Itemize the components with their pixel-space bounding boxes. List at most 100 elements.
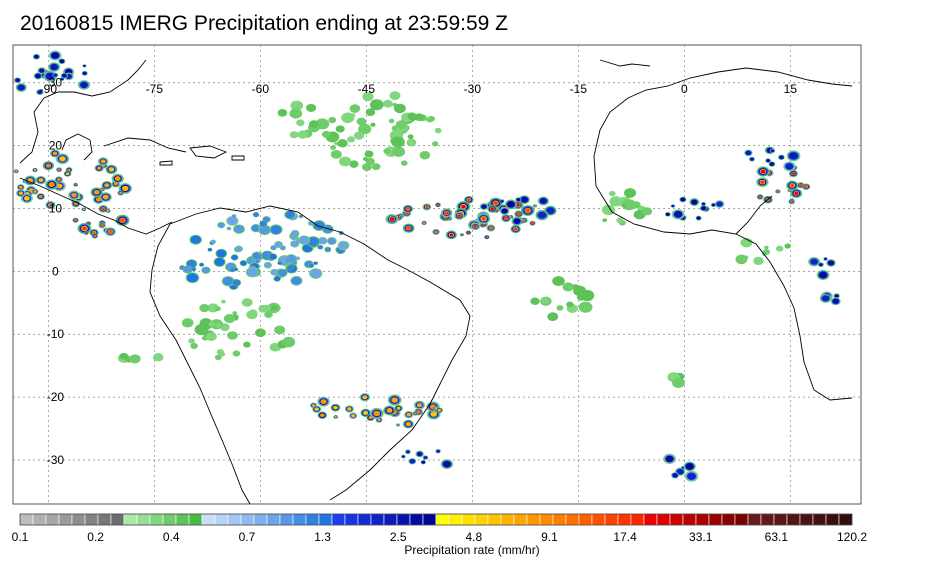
rain-cell [194, 324, 209, 336]
rain-cell [409, 459, 415, 464]
rain-cell [827, 260, 835, 266]
rain-cell [834, 294, 839, 298]
coast-gulf-of-guinea [735, 195, 773, 235]
rain-cell [190, 342, 198, 349]
coast-hispaniola [189, 145, 228, 159]
colorbar-bin [578, 513, 593, 526]
colorbar-bin [799, 513, 814, 526]
rain-cell [832, 298, 840, 304]
colorbar-tick-7: 9.1 [541, 530, 558, 544]
rain-cell [290, 100, 304, 111]
rain-cell [227, 331, 238, 340]
axis-labels: -90 -75 -60 -45 -30 -15 0 15 30 20 10 0 -10 -20 -30 [40, 76, 798, 467]
rain-cell [373, 410, 381, 417]
colorbar-bin [175, 513, 190, 526]
rain-cell [108, 230, 113, 234]
rain-cell [401, 455, 405, 458]
rain-cell [207, 248, 212, 252]
colorbar-bin [539, 513, 554, 526]
rain-cell [601, 204, 616, 216]
rain-cell [716, 201, 723, 207]
rain-cell [205, 332, 217, 341]
rain-cell [370, 122, 376, 127]
rain-cell [506, 201, 515, 208]
rain-cell [264, 262, 272, 268]
rain-cell [280, 245, 286, 250]
colorbar-tick-11: 120.2 [837, 530, 867, 544]
rain-cell [353, 131, 365, 140]
rain-cell [210, 239, 216, 244]
lon-label-0: -90 [40, 82, 58, 96]
rain-cell [513, 218, 521, 225]
rain-cell [547, 312, 559, 322]
rain-cell [680, 197, 686, 202]
rain-cell [406, 138, 417, 147]
colorbar-bin [253, 513, 268, 526]
colorbar-bin [422, 513, 437, 526]
colorbar [19, 513, 853, 526]
rain-cell [215, 323, 222, 328]
rain-cell [775, 245, 784, 252]
rain-cell [804, 185, 808, 188]
rain-cell [351, 414, 356, 418]
rain-cell [85, 232, 88, 235]
rain-cell [186, 260, 197, 268]
rain-cell [769, 162, 775, 166]
rain-cell [485, 236, 488, 238]
rain-cell [327, 237, 337, 245]
rain-cell [362, 157, 368, 161]
rain-cell [101, 207, 105, 211]
rain-cell [33, 190, 37, 193]
rain-cell [18, 191, 24, 196]
rain-cell [259, 225, 270, 235]
rain-cell [701, 206, 707, 211]
rain-cell [253, 212, 259, 217]
rain-cell [363, 410, 369, 415]
colorbar-bin [305, 513, 320, 526]
graticule [13, 45, 861, 504]
rain-cell [100, 224, 104, 227]
rain-cell [208, 321, 215, 327]
rain-cell [436, 449, 440, 453]
rain-cell [790, 183, 795, 188]
rain-cell [514, 227, 518, 231]
rain-cell [362, 92, 374, 102]
colorbar-bin [513, 513, 528, 526]
colorbar-border [19, 513, 853, 526]
rain-cell [57, 168, 61, 171]
rain-cell [108, 167, 115, 172]
colorbar-bin [760, 513, 775, 526]
rain-cell [481, 217, 486, 221]
colorbar-tick-5: 2.5 [390, 530, 407, 544]
colorbar-bin [448, 513, 463, 526]
rain-cell [423, 456, 428, 460]
rain-cell [566, 301, 574, 308]
rain-cell [616, 217, 624, 223]
rain-cell [289, 131, 299, 139]
colorbar-tick-9: 33.1 [689, 530, 713, 544]
colorbar-bin [500, 513, 515, 526]
coast-puerto-rico [231, 155, 245, 161]
rain-cell [232, 311, 237, 315]
rain-cell [232, 214, 236, 218]
rain-cell [274, 325, 286, 335]
rain-cell [489, 226, 493, 230]
rain-cell [338, 241, 349, 250]
rain-cell [760, 180, 765, 184]
colorbar-tick-3: 0.7 [239, 530, 256, 544]
rain-cell [794, 191, 799, 195]
rain-cell [269, 253, 277, 260]
rain-cell [460, 233, 463, 236]
rain-cell [50, 63, 59, 71]
rain-cell [310, 269, 322, 278]
colorbar-tick-10: 63.1 [765, 530, 789, 544]
colorbar-bin [331, 513, 346, 526]
coast-cuba [103, 137, 187, 153]
rain-cell [186, 273, 199, 283]
colorbar-bin [812, 513, 827, 526]
colorbar-bin [526, 513, 541, 526]
lon-label-1: -75 [146, 82, 164, 96]
rain-cell [333, 405, 338, 410]
rain-cell [320, 399, 327, 405]
